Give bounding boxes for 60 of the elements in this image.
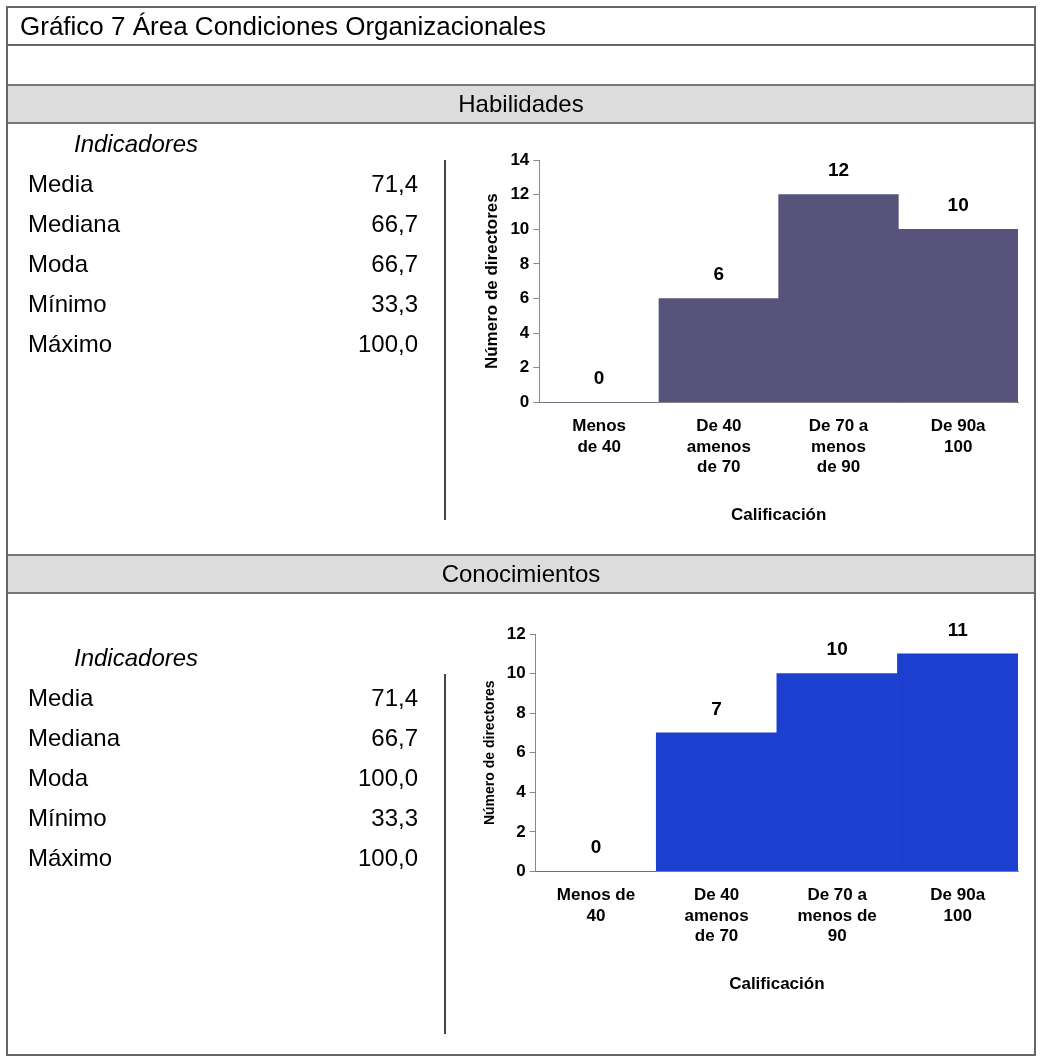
data-label: 6 xyxy=(713,263,725,285)
text: 66,7 xyxy=(371,249,418,279)
y-tick-label: 4 xyxy=(516,781,527,801)
data-label: 0 xyxy=(593,367,605,389)
text: Moda xyxy=(28,249,89,279)
text: 33,3 xyxy=(371,289,418,319)
x-tick-label: De 70 a menos de 90 xyxy=(797,885,877,946)
x-axis-title: Calificación xyxy=(730,505,827,525)
y-tick-label: 10 xyxy=(510,218,530,238)
x-tick-label: De 90a 100 xyxy=(930,416,987,456)
y-tick-label: 2 xyxy=(519,357,530,377)
y-tick-label: 6 xyxy=(516,742,526,762)
text: Máximo xyxy=(28,329,113,359)
data-label: 12 xyxy=(827,159,850,181)
y-tick-label: 14 xyxy=(510,149,530,169)
x-tick-label: De 90a 100 xyxy=(930,885,986,925)
x-tick-label: De 40 amenos de 70 xyxy=(686,416,751,477)
text: Mediana xyxy=(28,209,121,239)
y-axis-title: Número de directores xyxy=(481,193,501,370)
y-tick-label: 0 xyxy=(519,392,530,412)
text: 100,0 xyxy=(357,843,418,873)
text: Gráfico 7 Área Condiciones Organizacionales xyxy=(8,8,1034,46)
text: Indicadores xyxy=(74,644,200,672)
text: Mínimo xyxy=(28,803,107,833)
text: Media xyxy=(28,683,94,713)
text: Habilidades xyxy=(8,84,1034,124)
data-label: 0 xyxy=(590,836,602,858)
text: Mínimo xyxy=(28,289,107,319)
x-tick-label: Menos de 40 xyxy=(572,416,627,456)
text: Indicadores xyxy=(74,130,200,158)
x-axis-title: Calificación xyxy=(729,974,825,994)
text: 100,0 xyxy=(357,763,418,793)
y-tick-label: 10 xyxy=(506,663,526,683)
x-tick-label: Menos de 40 xyxy=(556,885,636,925)
x-tick-label: De 40 amenos de 70 xyxy=(684,885,749,946)
text: 66,7 xyxy=(371,209,418,239)
y-tick-label: 8 xyxy=(519,253,530,273)
text: 66,7 xyxy=(371,723,418,753)
y-axis-title: Número de directores xyxy=(481,680,498,826)
text: Máximo xyxy=(28,843,113,873)
y-tick-label: 4 xyxy=(519,322,530,342)
text: Media xyxy=(28,169,94,199)
y-tick-label: 2 xyxy=(516,821,526,841)
text: 71,4 xyxy=(371,683,418,713)
data-label: 7 xyxy=(711,697,722,719)
data-label: 10 xyxy=(826,638,848,660)
data-label: 11 xyxy=(947,618,969,640)
data-label: 10 xyxy=(947,193,969,215)
text: 71,4 xyxy=(371,169,418,199)
y-tick-label: 0 xyxy=(516,861,526,881)
text: 33,3 xyxy=(371,803,418,833)
y-tick-label: 6 xyxy=(519,288,530,308)
y-tick-label: 12 xyxy=(510,184,530,204)
text: Conocimientos xyxy=(8,554,1034,594)
y-tick-label: 12 xyxy=(506,623,526,643)
text: 100,0 xyxy=(357,329,418,359)
text: Moda xyxy=(28,763,89,793)
text: Mediana xyxy=(28,723,121,753)
y-tick-label: 8 xyxy=(516,702,526,722)
x-tick-label: De 70 a menos de 90 xyxy=(808,416,869,477)
